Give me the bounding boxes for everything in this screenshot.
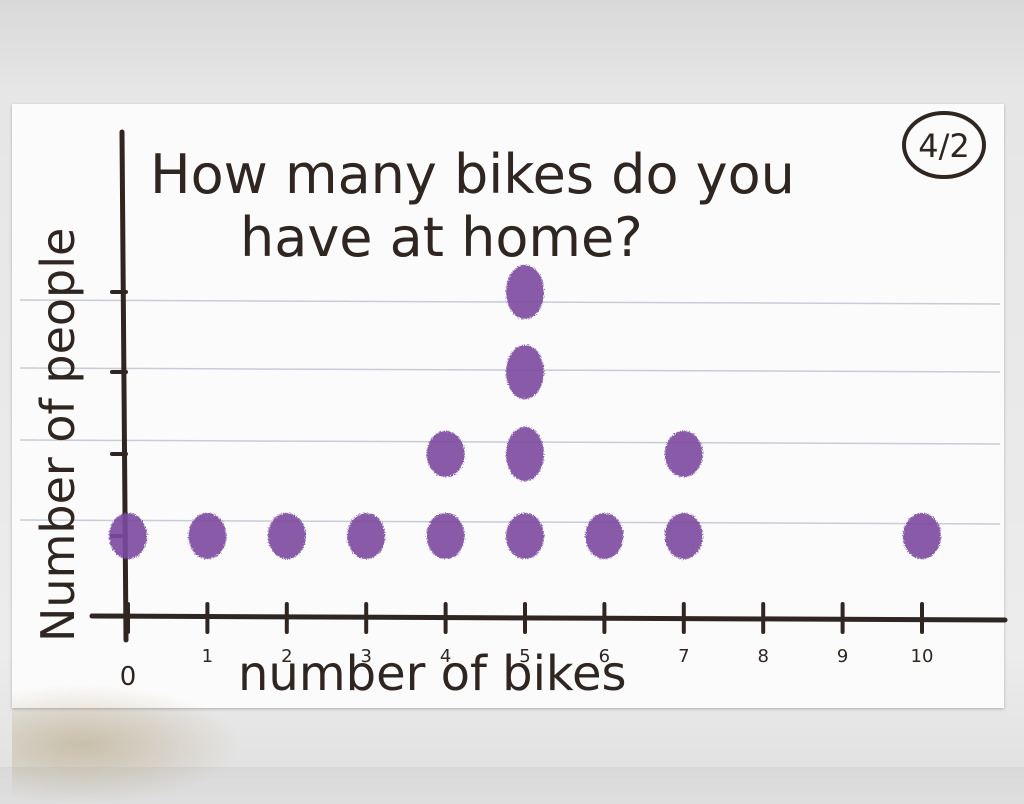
x-tick-label: 8 [757, 646, 768, 667]
chart-title-line-2: have at home? [240, 206, 643, 269]
dot [426, 513, 465, 559]
x-tick-label: 7 [678, 646, 689, 667]
dot [347, 513, 386, 559]
x-tick-label: 10 [911, 646, 934, 667]
dot [506, 345, 544, 399]
dot [664, 513, 703, 559]
x-tick-label: 0 [120, 662, 137, 692]
x-ticks: 0 1 2 3 4 5 6 7 8 9 10 [120, 602, 934, 692]
x-axis-label: number of bikes [238, 646, 627, 702]
dot [426, 431, 465, 477]
badge: 4/2 [902, 111, 986, 179]
x-tick-label: 4 [440, 646, 451, 667]
badge-text: 4/2 [918, 127, 970, 165]
x-tick-label: 1 [202, 646, 213, 667]
y-axis [119, 129, 129, 643]
dot [506, 265, 544, 319]
dot [109, 513, 147, 559]
x-tick-label: 5 [519, 646, 530, 667]
dot [267, 513, 306, 559]
dot [664, 431, 703, 477]
dot [585, 513, 624, 559]
x-tick-label: 9 [837, 646, 848, 667]
dot [506, 427, 544, 481]
x-tick-label: 6 [599, 646, 610, 667]
x-tick-label: 3 [360, 646, 371, 667]
dot [506, 513, 544, 559]
dot [188, 513, 227, 559]
y-axis-label: Number of people [31, 228, 85, 642]
ruled-lines [19, 299, 1001, 525]
dots [109, 265, 941, 559]
chart-title-line-1: How many bikes do you [150, 143, 795, 206]
x-axis [89, 613, 1008, 623]
x-tick-label: 2 [281, 646, 292, 667]
dot [903, 513, 941, 559]
dot-plot: 0 1 2 3 4 5 6 7 8 9 10 How many bikes do you have … [19, 111, 1008, 702]
index-card [12, 104, 1004, 804]
